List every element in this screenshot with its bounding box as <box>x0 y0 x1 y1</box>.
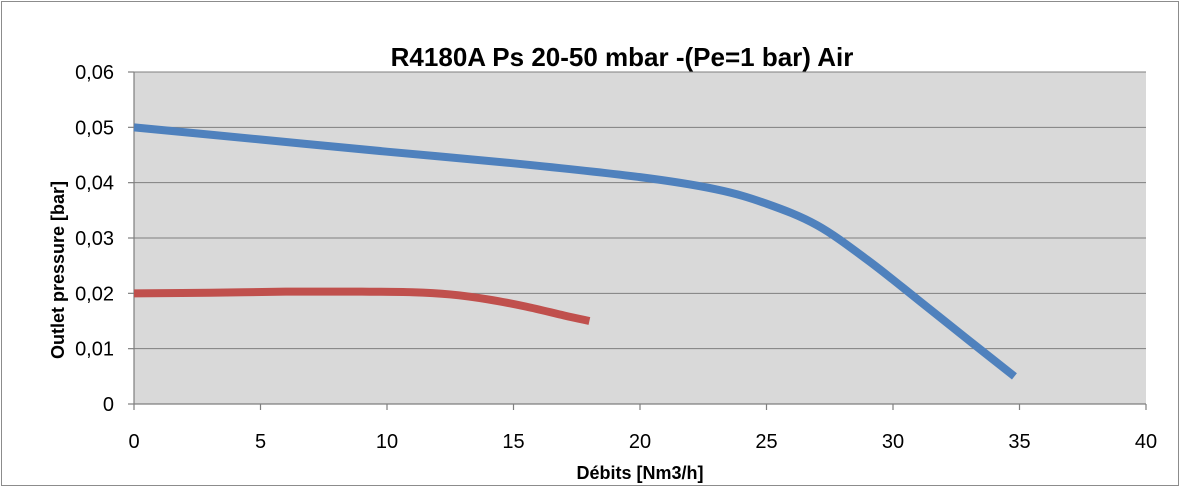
x-tick-label-1: 5 <box>255 431 266 453</box>
y-tick-label-6: 0,06 <box>75 62 114 84</box>
tick-labels: 0 0,01 0,02 0,03 0,04 0,05 0,06 0 5 10 15 20 25 30 35 4… <box>75 62 1157 453</box>
x-tick-label-6: 30 <box>882 431 904 453</box>
x-tick-label-2: 10 <box>376 431 398 453</box>
y-tick-label-2: 0,02 <box>75 283 114 305</box>
y-axis-title: Outlet pressure [bar] <box>48 181 68 359</box>
y-tick-label-0: 0 <box>103 394 114 416</box>
series-line-0 <box>133 123 1017 380</box>
x-tick-label-5: 25 <box>755 431 777 453</box>
series-lines <box>133 123 1017 380</box>
series-line-1 <box>133 287 591 325</box>
x-axis-title: Débits [Nm3/h] <box>576 463 703 483</box>
chart-title: R4180A Ps 20-50 mbar -(Pe=1 bar) Air <box>391 42 854 72</box>
x-tick-label-0: 0 <box>128 431 139 453</box>
x-tick-label-3: 15 <box>502 431 524 453</box>
x-tick-label-4: 20 <box>629 431 651 453</box>
y-tick-label-4: 0,04 <box>75 173 114 195</box>
x-tick-label-7: 35 <box>1008 431 1030 453</box>
y-tick-label-3: 0,03 <box>75 228 114 250</box>
x-tick-label-8: 40 <box>1135 431 1157 453</box>
y-tick-label-5: 0,05 <box>75 117 114 139</box>
y-tick-label-1: 0,01 <box>75 339 114 361</box>
